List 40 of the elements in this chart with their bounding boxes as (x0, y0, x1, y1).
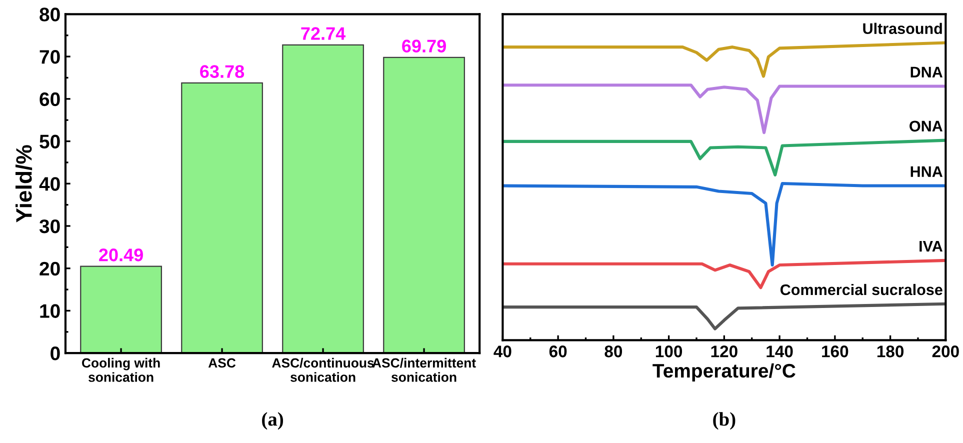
bar (282, 44, 364, 354)
x-tick-label: ASC/continuous sonication (272, 358, 374, 382)
x-axis-title: Temperature/°C (652, 363, 796, 382)
bar (80, 266, 162, 354)
y-tick-label: 60 (40, 92, 60, 106)
x-tick-label: 100 (656, 346, 682, 358)
series-label: ONA (910, 120, 942, 132)
y-tick-label: 50 (40, 134, 60, 148)
y-tick-label: 70 (40, 50, 60, 64)
bar (383, 56, 465, 354)
x-tick-label: 180 (877, 346, 904, 358)
series-label: IVA (920, 241, 942, 252)
data-label: 72.74 (301, 27, 346, 40)
x-tick-label: 140 (766, 346, 793, 358)
y-tick-label: 0 (50, 346, 60, 360)
x-tick-label: ASC/intermittent sonication (372, 358, 476, 382)
y-tick-label: 10 (40, 304, 60, 318)
series-label: Commercial sucralose (780, 284, 942, 296)
y-axis-title: Yield/% (16, 145, 32, 222)
y-tick-label: 30 (39, 219, 60, 234)
series-label: Ultrasound (863, 22, 942, 34)
x-tick-label: ASC (208, 358, 236, 368)
x-tick-label: 60 (549, 346, 567, 358)
y-tick-label: 40 (39, 177, 60, 191)
series-label: DNA (910, 66, 942, 78)
series-label: HNA (910, 166, 942, 177)
data-label: 69.79 (402, 40, 446, 52)
bar (181, 82, 263, 354)
data-label: 20.49 (99, 248, 143, 262)
data-label: 63.78 (200, 65, 244, 78)
x-tick-label: 80 (604, 346, 622, 358)
x-tick-label: 40 (494, 346, 512, 358)
x-tick-label: Cooling with sonication (82, 358, 160, 382)
y-tick-label: 80 (40, 8, 60, 22)
x-tick-label: 120 (711, 346, 738, 358)
text: (a) (262, 412, 284, 430)
text: (b) (713, 412, 736, 430)
x-tick-label: 160 (822, 346, 848, 358)
x-tick-label: 200 (932, 346, 959, 358)
y-tick-label: 20 (40, 262, 60, 276)
